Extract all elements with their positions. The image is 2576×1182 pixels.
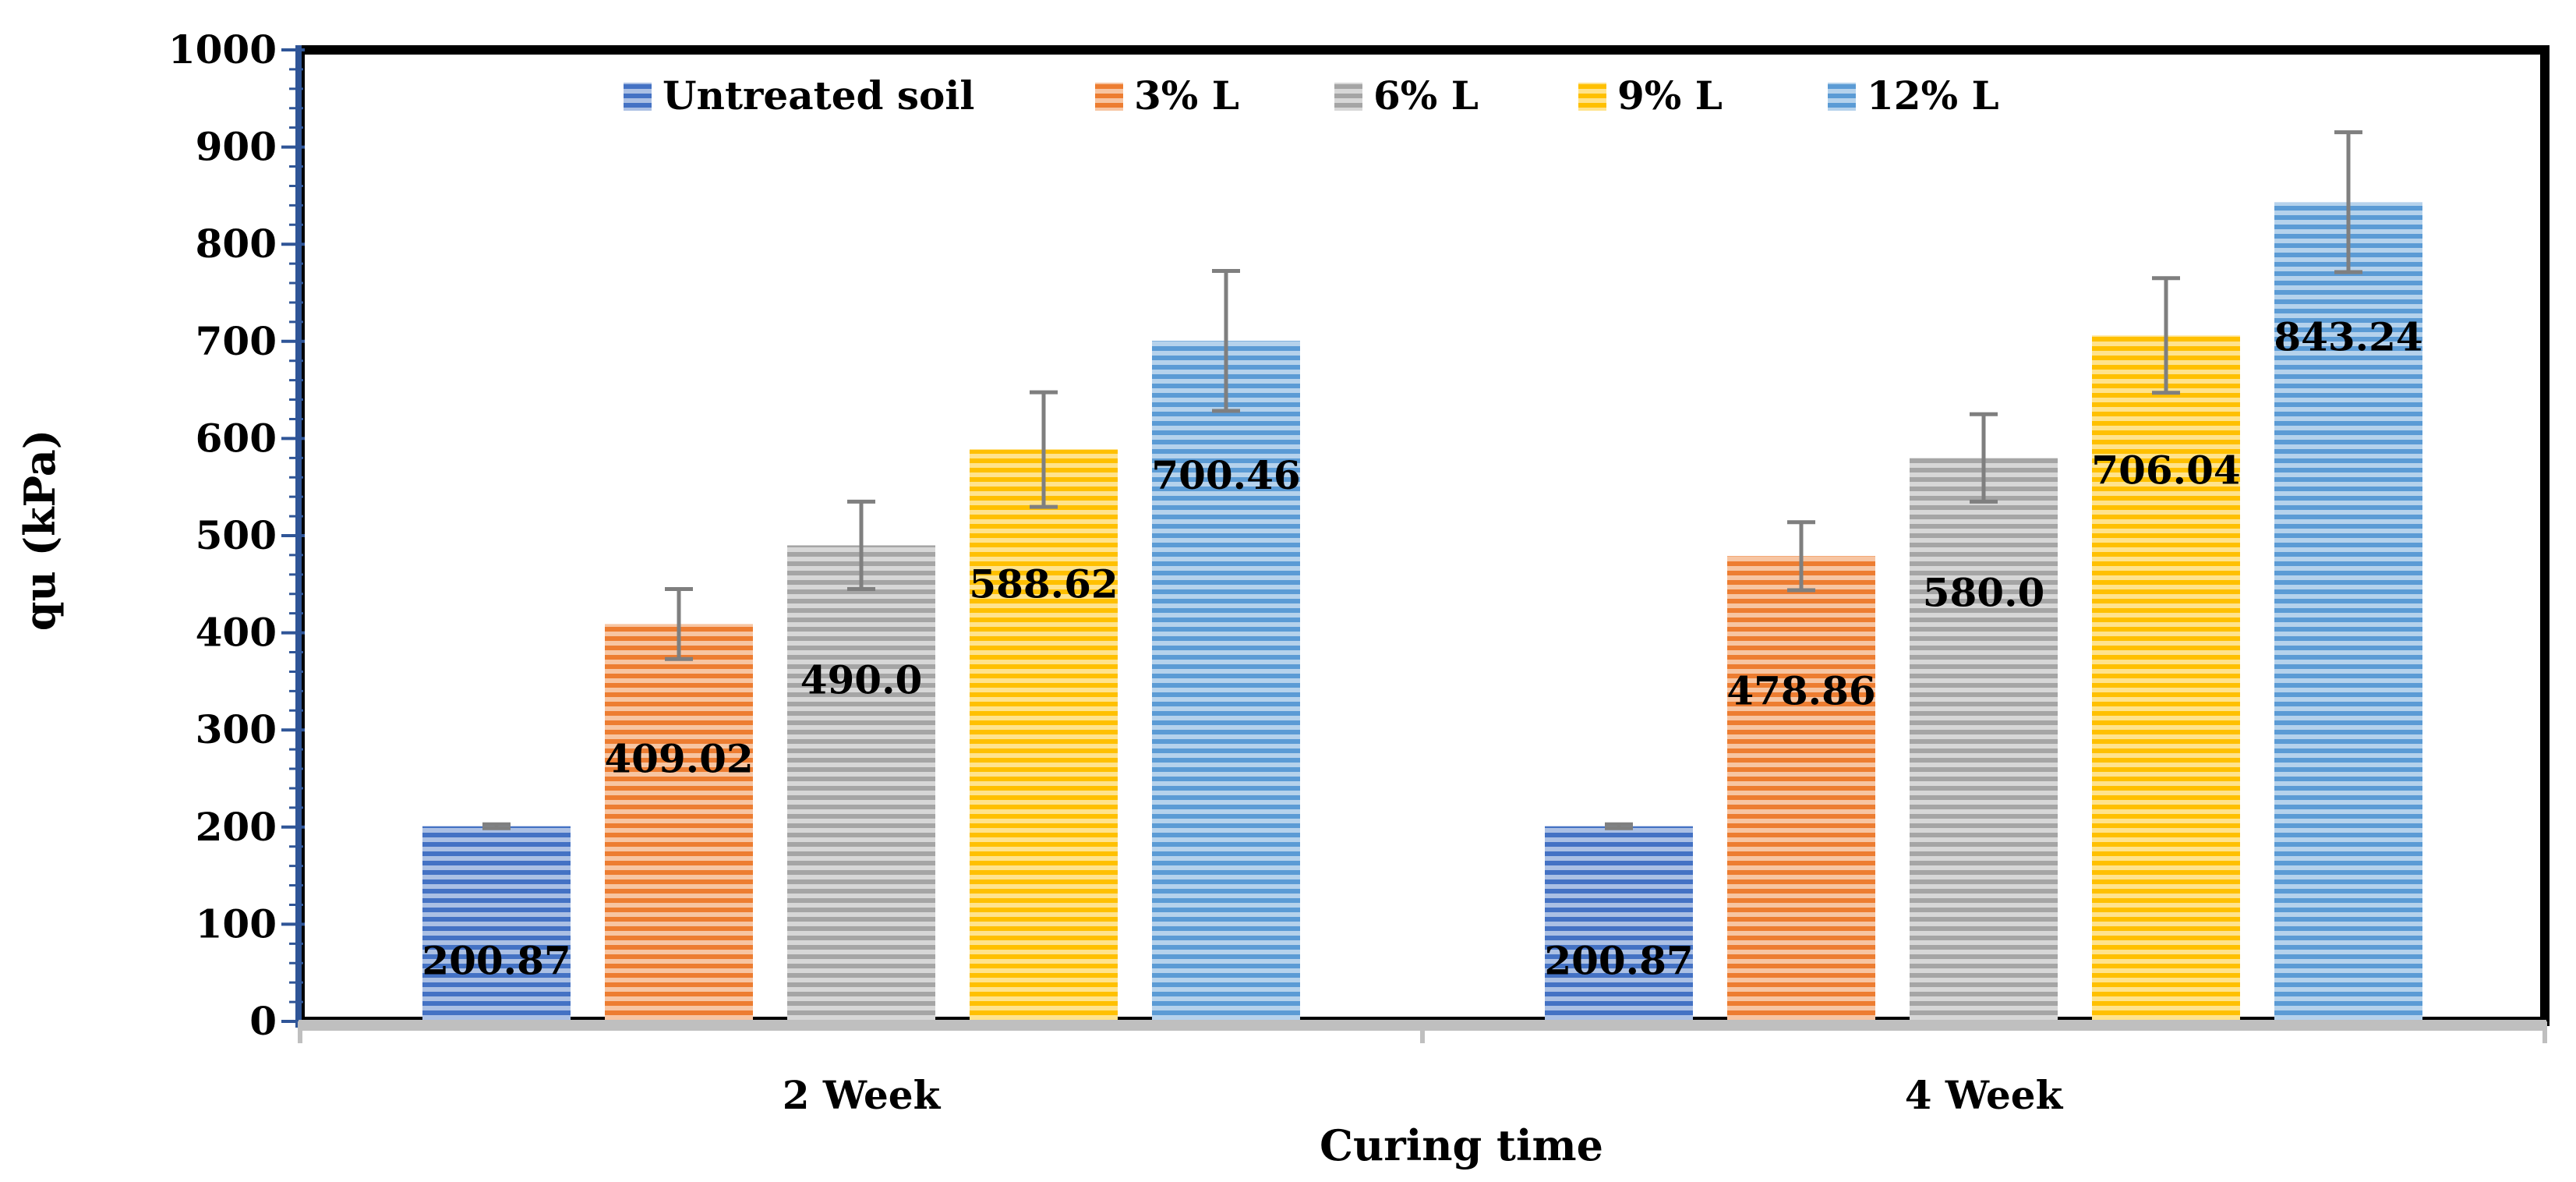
y-tick-label: 1000 (168, 27, 277, 73)
y-axis: 0 100 200 300 400 500 600 700 800 900 1000 (168, 27, 305, 1044)
legend-item: Untreated soil (624, 73, 974, 119)
legend-item: 12% L (1828, 73, 1999, 119)
legend-item: 9% L (1578, 73, 1723, 119)
legend-swatch (1578, 83, 1606, 111)
bar (1545, 826, 1693, 1021)
y-tick-label: 0 (249, 998, 277, 1044)
bar (1152, 341, 1300, 1022)
data-label: 490.0 (800, 656, 923, 702)
y-tick-label: 900 (196, 124, 277, 170)
legend-label: 9% L (1617, 73, 1723, 119)
x-tick-label: 4 Week (1905, 1072, 2064, 1118)
legend-item: 6% L (1334, 73, 1479, 119)
x-tick-label: 2 Week (783, 1072, 942, 1118)
y-axis-title: qu (kPa) (15, 430, 65, 631)
bar (422, 826, 571, 1021)
x-axis-title: Curing time (1320, 1120, 1603, 1170)
data-label: 409.02 (604, 735, 753, 781)
y-tick-label: 500 (196, 512, 277, 558)
y-tick-label: 300 (196, 706, 277, 752)
legend-swatch (624, 83, 652, 111)
data-label: 580.0 (1923, 569, 2045, 615)
data-label: 588.62 (969, 561, 1118, 607)
legend-label: Untreated soil (663, 73, 974, 119)
legend-label: 6% L (1373, 73, 1479, 119)
data-label: 843.24 (2274, 313, 2422, 359)
y-tick-label: 100 (196, 901, 277, 947)
bar (1727, 556, 1875, 1021)
bar (970, 449, 1118, 1021)
legend-swatch (1095, 83, 1123, 111)
y-tick-label: 400 (196, 610, 277, 656)
legend-label: 3% L (1134, 73, 1239, 119)
data-label: 700.46 (1151, 452, 1300, 498)
y-tick-label: 600 (196, 415, 277, 461)
data-label: 200.87 (422, 938, 571, 984)
bar (787, 545, 935, 1021)
bar (605, 624, 753, 1021)
y-tick-label: 700 (196, 318, 277, 364)
y-tick-label: 200 (196, 804, 277, 850)
legend-label: 12% L (1867, 73, 1999, 119)
bars-group: 200.87 409.02 490.0 588.62 700.46 200.87 478.8… (422, 130, 2423, 1022)
bar (2092, 335, 2240, 1021)
y-tick-label: 800 (196, 221, 277, 267)
data-label: 200.87 (1544, 938, 1693, 984)
legend: Untreated soil 3% L 6% L 9% L 12% L (624, 73, 1999, 119)
legend-swatch (1334, 83, 1362, 111)
bar (2274, 202, 2422, 1021)
legend-swatch (1828, 83, 1856, 111)
legend-item: 3% L (1095, 73, 1239, 119)
bar (1910, 458, 2058, 1021)
x-axis: 2 Week 4 Week (298, 1020, 2547, 1118)
data-label: 706.04 (2091, 447, 2240, 493)
data-label: 478.86 (1726, 667, 1875, 713)
